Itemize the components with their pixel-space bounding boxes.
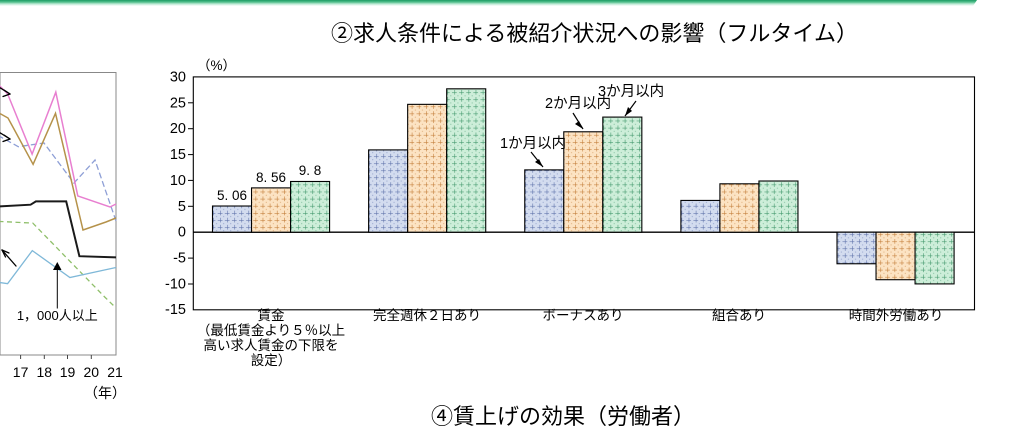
svg-text:5: 5 <box>178 199 186 215</box>
svg-text:1か月以内: 1か月以内 <box>500 135 566 152</box>
svg-text:時間外労働あり: 時間外労働あり <box>849 308 944 323</box>
svg-text:（%）: （%） <box>197 58 236 73</box>
svg-text:ボーナスあり: ボーナスあり <box>543 308 624 323</box>
svg-text:-10: -10 <box>165 276 186 292</box>
svg-text:30: 30 <box>170 70 186 86</box>
svg-text:10: 10 <box>170 173 186 189</box>
svg-text:設定）: 設定） <box>251 353 292 368</box>
svg-text:25: 25 <box>170 95 186 111</box>
svg-text:賃金: 賃金 <box>258 308 285 323</box>
svg-text:8. 56: 8. 56 <box>256 170 286 185</box>
svg-text:0: 0 <box>178 225 186 241</box>
svg-text:（最低賃金より５％以上: （最低賃金より５％以上 <box>197 323 345 338</box>
svg-text:9. 8: 9. 8 <box>299 163 322 178</box>
svg-text:組合あり: 組合あり <box>712 308 766 323</box>
svg-text:15: 15 <box>170 147 186 163</box>
svg-text:3か月以内: 3か月以内 <box>598 83 664 100</box>
svg-text:20: 20 <box>170 121 186 137</box>
svg-text:完全週休２日あり: 完全週休２日あり <box>373 307 481 323</box>
svg-text:高い求人賃金の下限を: 高い求人賃金の下限を <box>204 337 339 353</box>
svg-text:④賃上げの効果（労働者）: ④賃上げの効果（労働者） <box>431 404 695 429</box>
svg-text:-5: -5 <box>173 251 186 267</box>
svg-text:5. 06: 5. 06 <box>217 188 247 203</box>
svg-text:-15: -15 <box>165 302 186 318</box>
